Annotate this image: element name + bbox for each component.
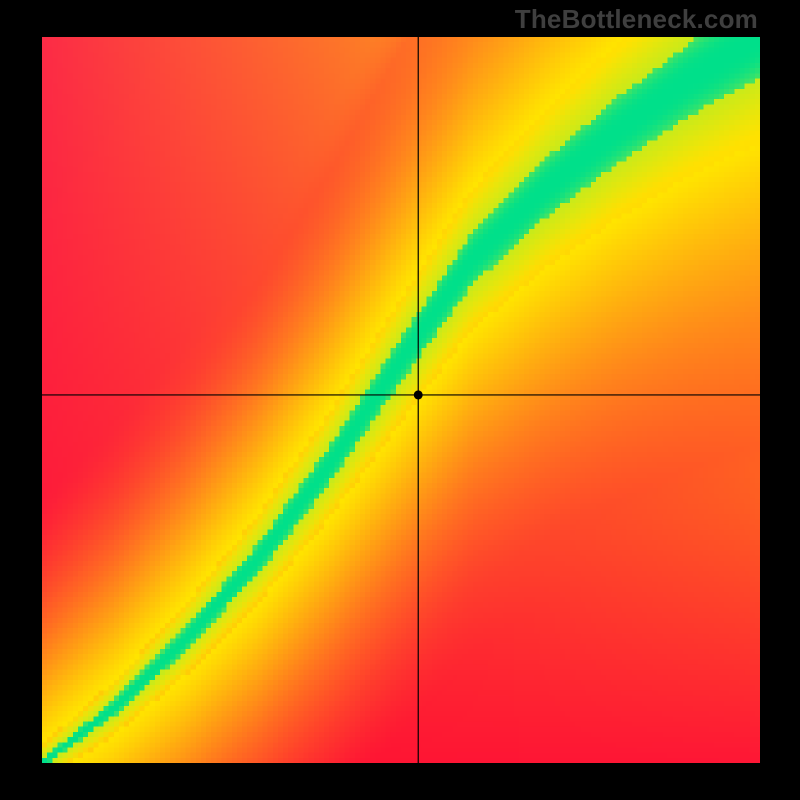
watermark-text: TheBottleneck.com [515, 4, 758, 35]
heatmap-canvas [42, 37, 760, 763]
chart-stage: TheBottleneck.com [0, 0, 800, 800]
